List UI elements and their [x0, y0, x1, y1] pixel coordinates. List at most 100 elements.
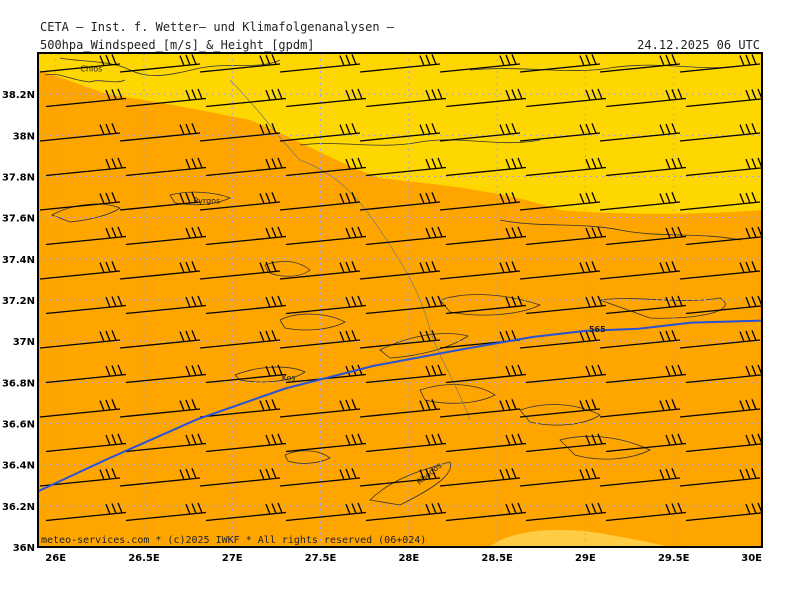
place-label: Kos: [282, 373, 296, 382]
wind-barb: [439, 261, 521, 280]
wind-barb: [279, 399, 361, 418]
latitude-label: 37.8N: [2, 173, 35, 184]
wind-barb: [605, 157, 687, 177]
wind-barb: [45, 295, 127, 315]
wind-barb: [359, 399, 441, 418]
latitude-label: 36.8N: [2, 378, 35, 389]
wind-barb: [519, 468, 601, 487]
wind-barb: [439, 468, 521, 487]
wind-barb: [125, 295, 207, 315]
wind-barb: [685, 433, 762, 453]
coastlines: [44, 57, 741, 506]
wind-barb: [525, 364, 607, 384]
wind-barb: [39, 54, 121, 73]
wind-barb: [119, 192, 201, 211]
latitude-label: 36N: [13, 543, 35, 554]
wind-band-moderate-north: [38, 53, 762, 214]
wind-barb: [679, 54, 761, 73]
place-label: Pyrgos: [193, 196, 220, 205]
wind-barb: [679, 330, 761, 349]
height-contour-label: 565: [589, 325, 606, 334]
wind-barb: [205, 295, 287, 315]
wind-barbs: [39, 54, 762, 522]
wind-barb: [445, 364, 527, 384]
wind-barb: [365, 502, 447, 522]
wind-barb: [685, 226, 762, 246]
wind-barb: [525, 157, 607, 177]
latitude-label: 37.2N: [2, 296, 35, 307]
chart-subtitle: 500hpa_Windspeed_[m/s]_&_Height_[gpdm]: [40, 38, 315, 52]
wind-barb: [359, 468, 441, 487]
wind-barb: [439, 123, 521, 142]
wind-barb: [679, 468, 761, 487]
wind-barb: [39, 261, 121, 280]
wind-barb: [359, 261, 441, 280]
wind-barb: [205, 157, 287, 177]
wind-barb: [199, 261, 281, 280]
wind-barb: [199, 123, 281, 142]
latitude-label: 36.6N: [2, 420, 35, 431]
wind-barb: [205, 502, 287, 522]
wind-barb: [285, 157, 367, 177]
wind-barb: [525, 502, 607, 522]
wind-barb: [39, 123, 121, 142]
wind-barb: [285, 433, 367, 453]
wind-barb: [119, 330, 201, 349]
wind-barb: [519, 123, 601, 142]
wind-barb: [285, 88, 367, 108]
longitude-label: 26E: [45, 553, 66, 564]
wind-barb: [599, 399, 681, 418]
wind-barb: [679, 192, 761, 211]
wind-barb: [599, 261, 681, 280]
wind-barb: [39, 330, 121, 349]
wind-barb: [125, 157, 207, 177]
wind-barb: [119, 399, 201, 418]
wind-barb: [279, 123, 361, 142]
latitude-label: 37.4N: [2, 255, 35, 266]
wind-barb: [445, 295, 527, 315]
wind-barb: [119, 468, 201, 487]
wind-barb: [205, 433, 287, 453]
latitude-label: 36.4N: [2, 461, 35, 472]
wind-barb: [285, 295, 367, 315]
wind-barb: [45, 88, 127, 108]
borders: [229, 79, 471, 421]
wind-band-light-south: [490, 529, 670, 547]
latitude-labels: 36N 36.2N 36.4N 36.6N 36.8N 37N 37.2N 37.4N 37.6…: [2, 90, 35, 554]
longitude-label: 29.5E: [658, 553, 690, 564]
longitude-label: 28E: [398, 553, 419, 564]
wind-barb: [359, 330, 441, 349]
wind-barb: [439, 192, 521, 211]
wind-barb: [119, 123, 201, 142]
credit-text: meteo-services.com * (c)2025 IWKF * All …: [41, 535, 426, 546]
wind-barb: [39, 399, 121, 418]
wind-barb: [605, 226, 687, 246]
wind-barb: [519, 261, 601, 280]
wind-barb: [599, 54, 681, 73]
wind-barb: [365, 226, 447, 246]
place-label: Chios: [80, 65, 102, 74]
longitude-label: 27.5E: [305, 553, 337, 564]
chart-timestamp: 24.12.2025 06 UTC: [637, 38, 760, 52]
wind-barb: [285, 502, 367, 522]
latitude-label: 37N: [13, 337, 35, 348]
wind-barb: [519, 54, 601, 73]
wind-barb: [359, 192, 441, 211]
chart-title: CETA — Inst. f. Wetter— und Klimafolgena…: [40, 20, 395, 34]
lat-lon-grid: [38, 53, 762, 547]
wind-barb: [199, 54, 281, 73]
wind-barb: [445, 502, 527, 522]
longitude-labels: 26E 26.5E 27E 27.5E 28E 28.5E 29E 29.5E 30E: [45, 553, 762, 564]
wind-barb: [599, 123, 681, 142]
wind-barb: [365, 364, 447, 384]
wind-barb: [525, 226, 607, 246]
wind-barb: [605, 295, 687, 315]
wind-barb: [445, 226, 527, 246]
wind-barb: [359, 54, 441, 73]
wind-barb: [119, 54, 201, 73]
longitude-label: 28.5E: [481, 553, 513, 564]
wind-barb: [365, 157, 447, 177]
wind-barb: [285, 226, 367, 246]
wind-barb: [685, 157, 762, 177]
